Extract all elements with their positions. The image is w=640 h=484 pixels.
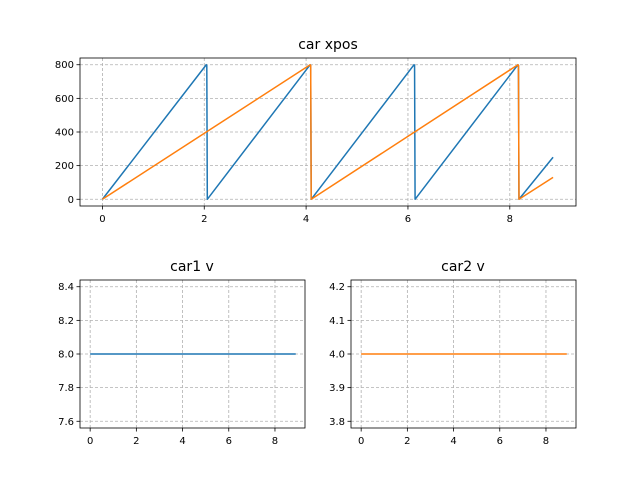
- y-tick-label: 8.0: [58, 350, 74, 361]
- y-tick-label: 4.0: [329, 350, 345, 361]
- y-tick-label: 3.9: [329, 383, 345, 394]
- y-tick-label: 600: [55, 94, 74, 105]
- y-tick-label: 7.8: [58, 383, 74, 394]
- y-tick-label: 200: [55, 161, 74, 172]
- subplot-title: car1 v: [170, 259, 214, 275]
- x-tick-label: 4: [303, 214, 309, 225]
- x-tick-label: 0: [87, 436, 93, 447]
- x-tick-label: 0: [358, 436, 364, 447]
- x-tick-label: 6: [405, 214, 411, 225]
- x-tick-label: 8: [507, 214, 513, 225]
- y-tick-label: 400: [55, 128, 74, 139]
- series-line-2: [102, 63, 554, 201]
- x-tick-label: 2: [133, 436, 139, 447]
- y-tick-label: 4.1: [329, 316, 345, 327]
- x-tick-label: 0: [99, 214, 105, 225]
- y-tick-label: 800: [55, 60, 74, 71]
- y-tick-label: 0: [68, 195, 74, 206]
- x-tick-label: 2: [201, 214, 207, 225]
- x-tick-label: 2: [404, 436, 410, 447]
- x-tick-label: 6: [497, 436, 503, 447]
- subplot-car1-v: car1 v 0 2 4 6 8 7.6 7.8 8.0 8.2 8.4: [58, 259, 306, 447]
- x-tick-label: 4: [450, 436, 456, 447]
- y-tick-label: 3.8: [329, 417, 345, 428]
- subplot-car-xpos: car xpos 0 2 4 6 8 0 200 400 600 800: [55, 37, 577, 225]
- subplot-title: car2 v: [441, 259, 485, 275]
- y-tick-label: 4.2: [329, 282, 345, 293]
- y-tick-label: 7.6: [58, 417, 74, 428]
- subplot-car2-v: car2 v 0 2 4 6 8 3.8 3.9 4.0 4.1 4.2: [329, 259, 577, 447]
- y-tick-label: 8.4: [58, 282, 74, 293]
- subplot-title: car xpos: [298, 37, 358, 53]
- x-tick-label: 4: [179, 436, 185, 447]
- x-tick-label: 6: [226, 436, 232, 447]
- x-tick-label: 8: [272, 436, 278, 447]
- x-tick-label: 8: [543, 436, 549, 447]
- y-tick-label: 8.2: [58, 316, 74, 327]
